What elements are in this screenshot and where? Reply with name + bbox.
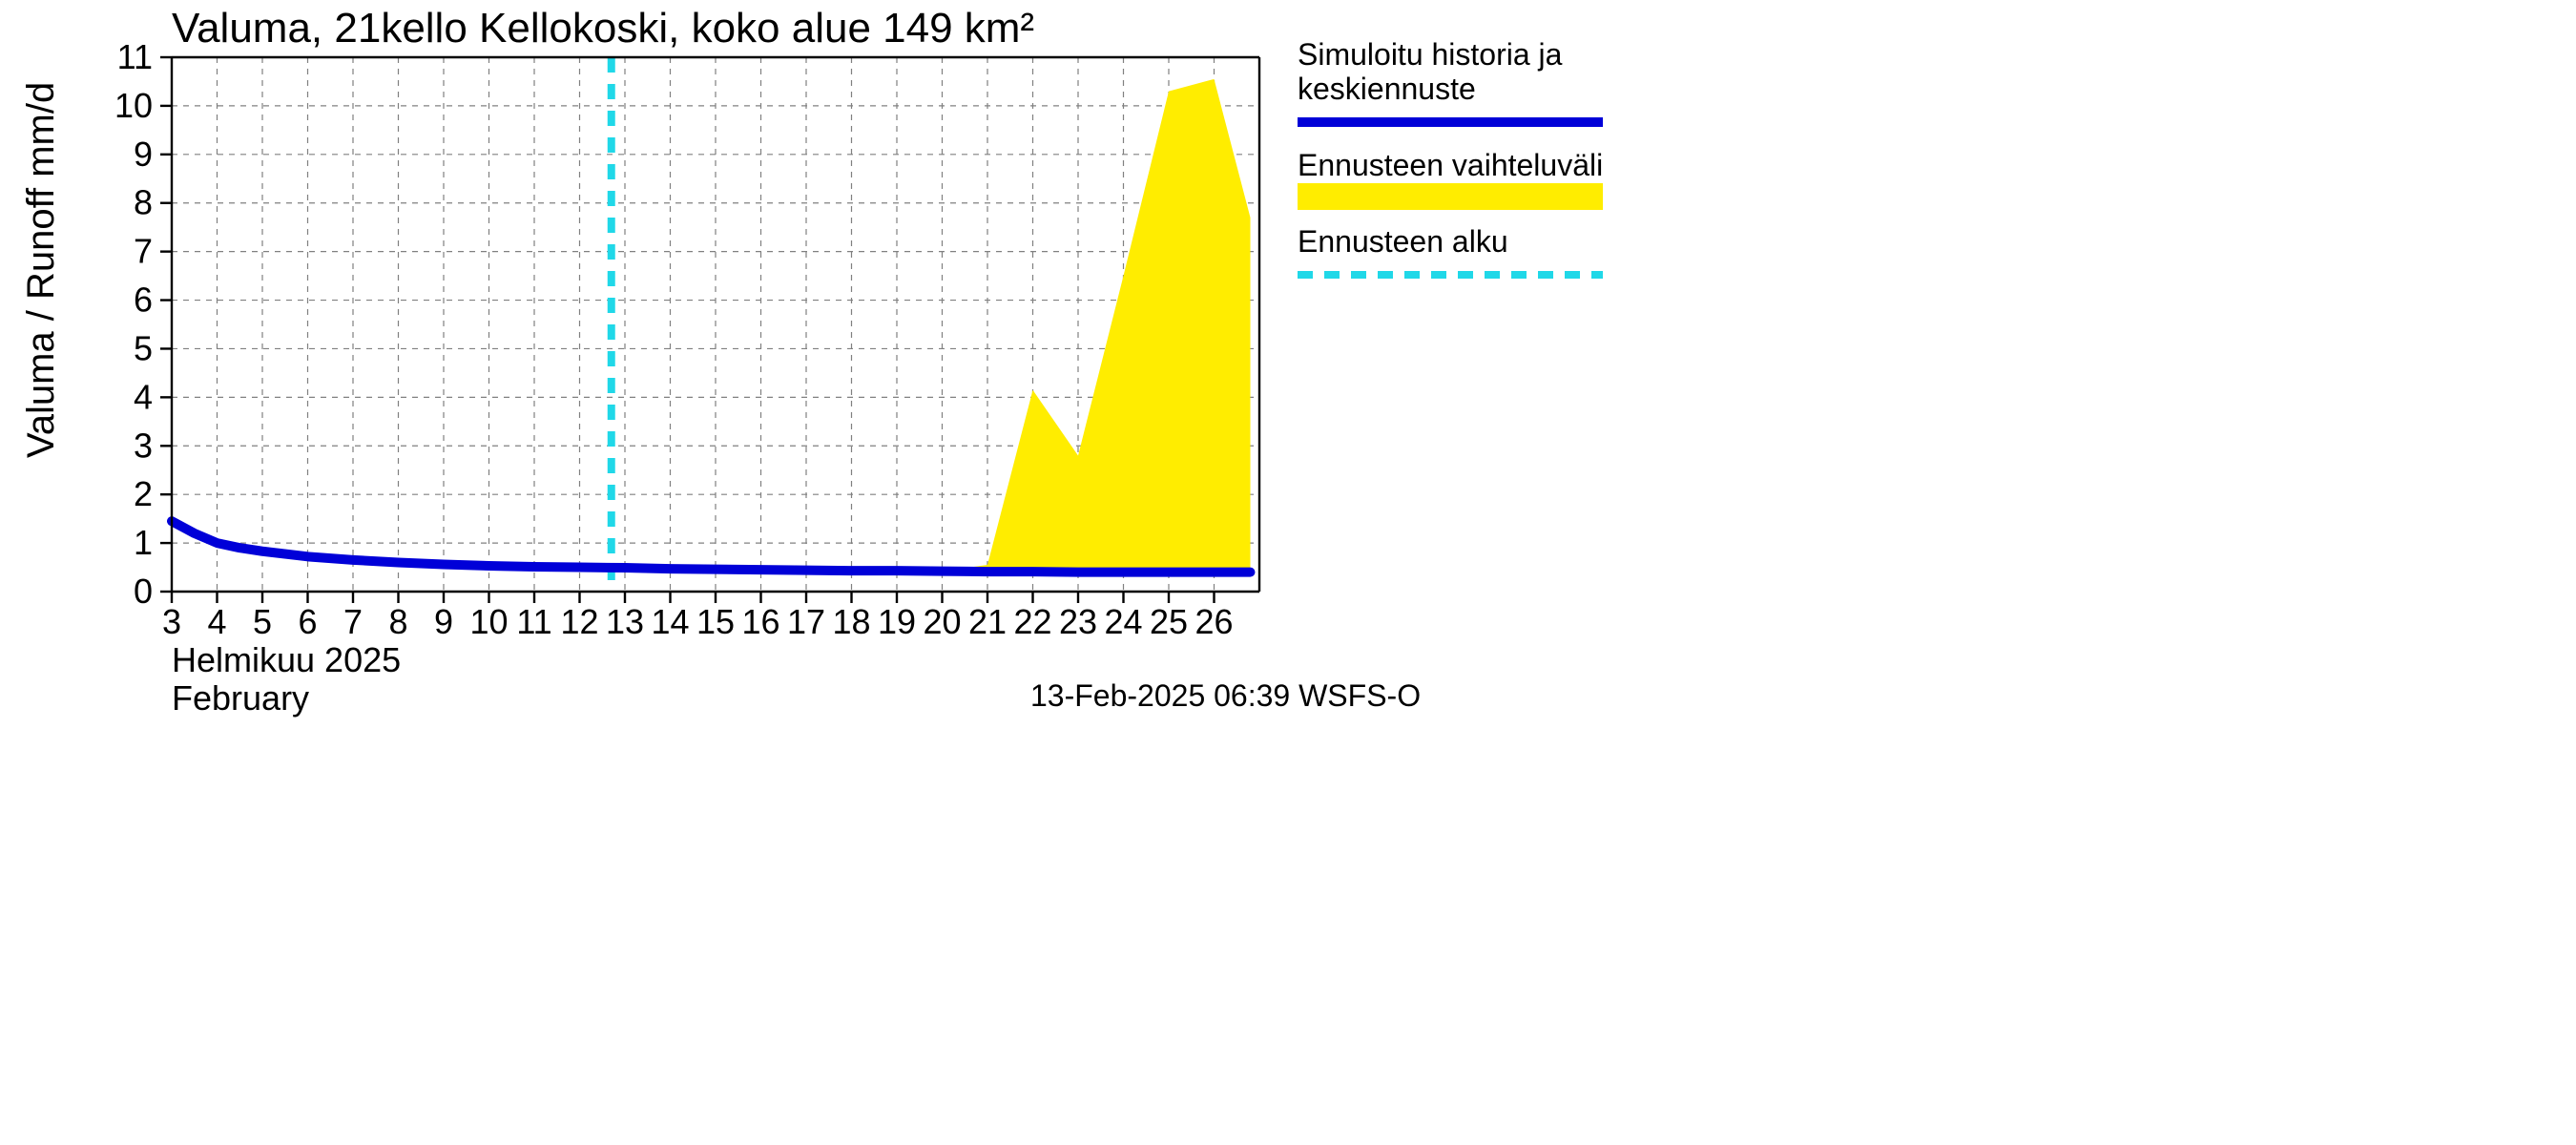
x-tick-label: 23 xyxy=(1059,602,1097,641)
y-tick-label: 7 xyxy=(134,232,153,271)
footer-timestamp: 13-Feb-2025 06:39 WSFS-O xyxy=(1030,678,1421,713)
x-tick-label: 18 xyxy=(832,602,870,641)
y-tick-label: 5 xyxy=(134,328,153,367)
x-tick-label: 5 xyxy=(253,602,272,641)
x-tick-label: 22 xyxy=(1013,602,1051,641)
y-tick-label: 9 xyxy=(134,135,153,174)
legend-label: Simuloitu historia ja xyxy=(1298,37,1563,72)
x-tick-label: 6 xyxy=(298,602,317,641)
y-tick-label: 8 xyxy=(134,183,153,222)
x-tick-label: 4 xyxy=(207,602,226,641)
month-label-en: February xyxy=(172,678,309,718)
y-tick-label: 2 xyxy=(134,474,153,513)
y-tick-label: 11 xyxy=(117,37,153,76)
month-label-fi: Helmikuu 2025 xyxy=(172,640,401,679)
x-tick-label: 3 xyxy=(162,602,181,641)
x-tick-label: 7 xyxy=(343,602,363,641)
x-tick-label: 13 xyxy=(606,602,644,641)
x-tick-label: 11 xyxy=(516,602,551,641)
legend-label: Ennusteen vaihteluväli xyxy=(1298,148,1603,182)
y-tick-label: 0 xyxy=(134,572,153,611)
legend-label: keskiennuste xyxy=(1298,72,1476,106)
y-tick-label: 4 xyxy=(134,377,153,416)
y-axis-title: Valuma / Runoff mm/d xyxy=(20,82,62,458)
y-tick-label: 3 xyxy=(134,426,153,465)
y-tick-label: 6 xyxy=(134,281,153,320)
x-tick-label: 9 xyxy=(434,602,453,641)
y-tick-label: 1 xyxy=(134,523,153,562)
x-tick-label: 17 xyxy=(787,602,825,641)
runoff-chart: 0123456789101134567891011121314151617181… xyxy=(0,0,2576,1145)
x-tick-label: 24 xyxy=(1104,602,1142,641)
x-tick-label: 12 xyxy=(560,602,598,641)
x-tick-label: 15 xyxy=(696,602,735,641)
x-tick-label: 16 xyxy=(741,602,779,641)
legend-swatch xyxy=(1298,183,1603,210)
x-tick-label: 21 xyxy=(968,602,1007,641)
x-tick-label: 19 xyxy=(878,602,916,641)
y-tick-label: 10 xyxy=(114,86,153,125)
chart-title: Valuma, 21kello Kellokoski, koko alue 14… xyxy=(172,5,1034,52)
x-tick-label: 25 xyxy=(1150,602,1188,641)
x-tick-label: 26 xyxy=(1195,602,1233,641)
legend-label: Ennusteen alku xyxy=(1298,224,1508,259)
x-tick-label: 8 xyxy=(388,602,407,641)
x-tick-label: 20 xyxy=(923,602,961,641)
x-tick-label: 14 xyxy=(651,602,689,641)
x-tick-label: 10 xyxy=(469,602,508,641)
